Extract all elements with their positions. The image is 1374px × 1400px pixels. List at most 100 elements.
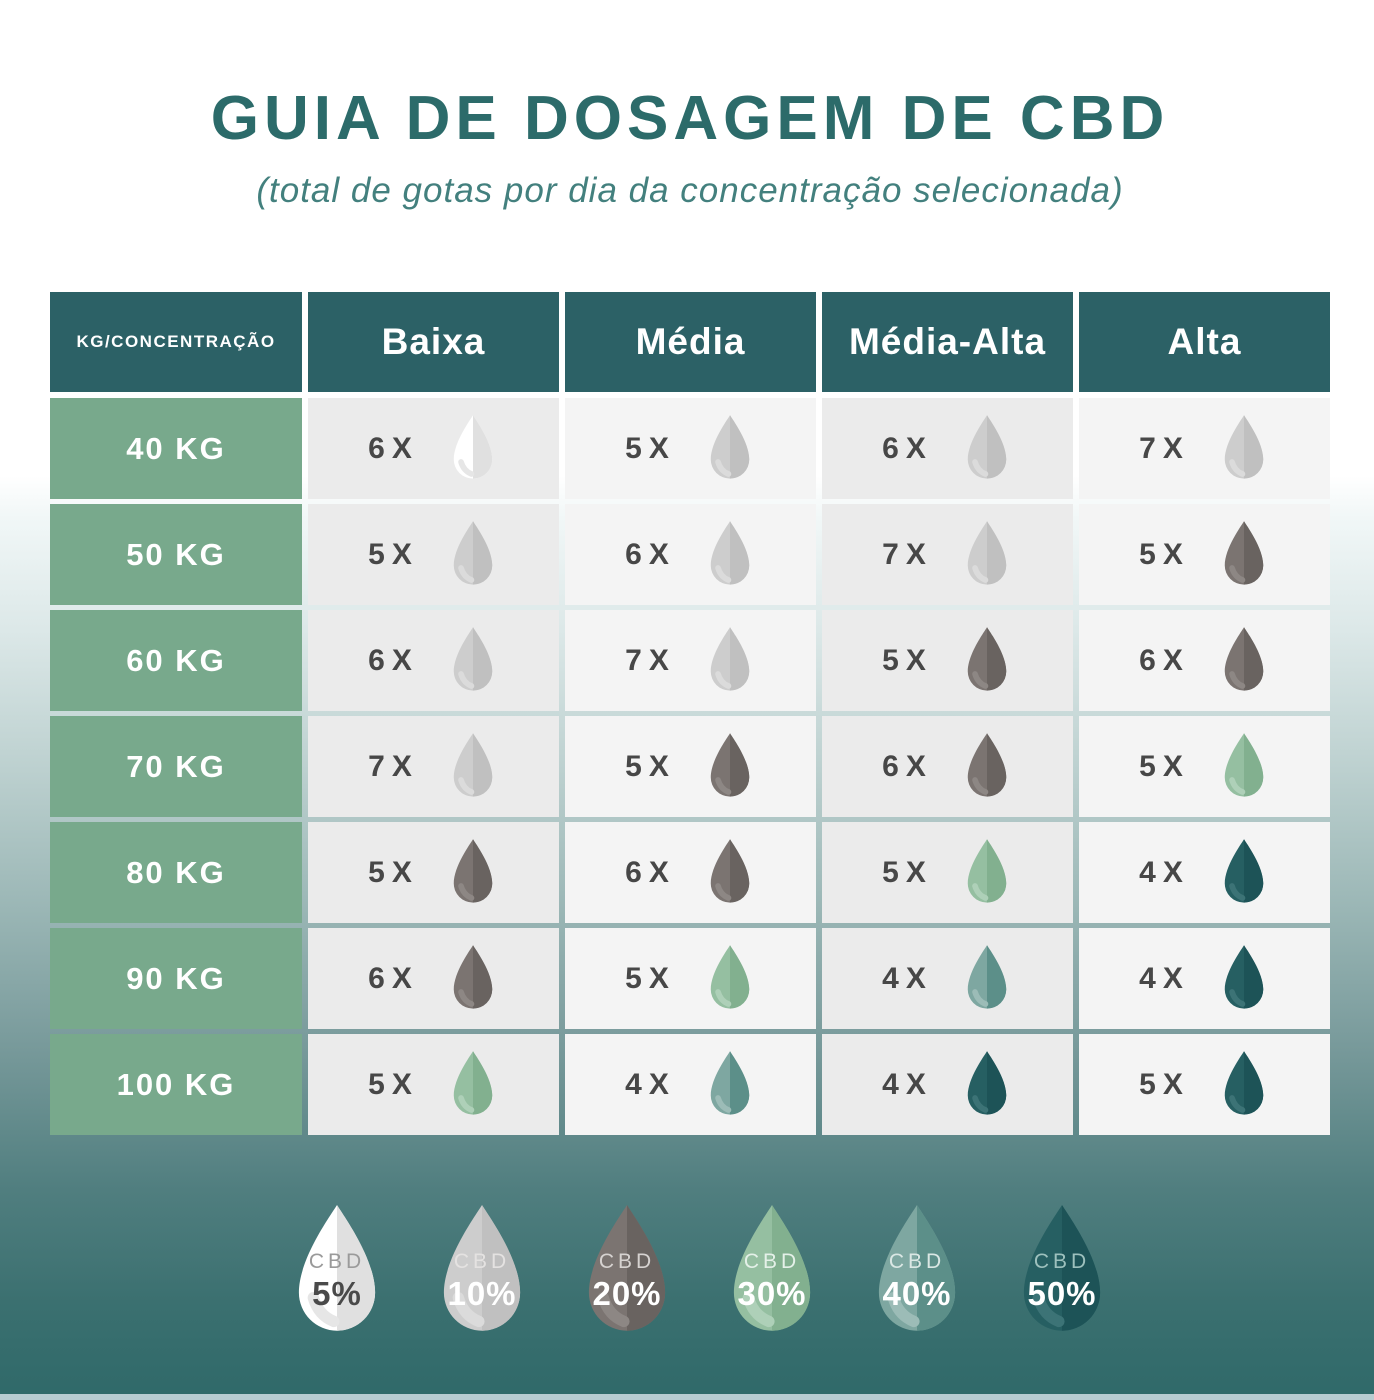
dose-count: 5X [625, 961, 676, 995]
dose-count: 5X [368, 537, 419, 571]
dose-count: 5X [1139, 749, 1190, 783]
legend-cbd-label: CBD [453, 1250, 511, 1273]
droplet-icon-cbd-50 [1224, 944, 1264, 1009]
dose-cell-80-kg-m-dia: 6X [565, 822, 816, 923]
droplet-icon-cbd-10 [1224, 414, 1264, 479]
dose-count: 6X [625, 855, 676, 889]
dose-cell-40-kg-alta: 7X [1079, 398, 1330, 499]
dose-cell-50-kg-m-dia: 6X [565, 504, 816, 605]
legend-item-cbd-10: CBD 10% [428, 1203, 536, 1341]
dose-cell-80-kg-m-dia-alta: 5X [822, 822, 1073, 923]
legend-percent-cbd-5: 5% [312, 1275, 362, 1312]
dose-count: 5X [625, 431, 676, 465]
dose-cell-100-kg-m-dia-alta: 4X [822, 1034, 1073, 1135]
legend-cbd-label: CBD [1033, 1250, 1091, 1273]
column-header-alta: Alta [1079, 292, 1330, 392]
dose-count: 7X [882, 537, 933, 571]
column-header-m-dia-alta: Média-Alta [822, 292, 1073, 392]
dose-count: 4X [1139, 855, 1190, 889]
dose-count: 6X [625, 537, 676, 571]
legend-cbd-label: CBD [743, 1250, 801, 1273]
droplet-icon-cbd-50 [1224, 1050, 1264, 1115]
dose-cell-60-kg-m-dia: 7X [565, 610, 816, 711]
dose-cell-90-kg-alta: 4X [1079, 928, 1330, 1029]
droplet-icon-cbd-50 [1224, 838, 1264, 903]
legend-percent-cbd-10: 10% [447, 1275, 517, 1312]
droplet-icon-cbd-10 [443, 1205, 521, 1331]
legend-cbd-label: CBD [308, 1250, 366, 1273]
dose-cell-60-kg-m-dia-alta: 5X [822, 610, 1073, 711]
droplet-icon-cbd-20 [710, 838, 750, 903]
dose-cell-40-kg-m-dia: 5X [565, 398, 816, 499]
droplet-icon-cbd-10 [710, 626, 750, 691]
dose-cell-80-kg-alta: 4X [1079, 822, 1330, 923]
legend-percent-cbd-30: 30% [737, 1275, 807, 1312]
droplet-icon-cbd-20 [967, 732, 1007, 797]
dose-cell-90-kg-m-dia-alta: 4X [822, 928, 1073, 1029]
droplet-icon-cbd-20 [1224, 520, 1264, 585]
dose-count: 5X [625, 749, 676, 783]
row-label-50-kg: 50 KG [50, 504, 302, 605]
column-header-baixa: Baixa [308, 292, 559, 392]
droplet-icon-cbd-10 [453, 626, 493, 691]
dose-count: 4X [625, 1067, 676, 1101]
dose-count: 5X [882, 643, 933, 677]
dose-count: 4X [882, 1067, 933, 1101]
dose-count: 7X [625, 643, 676, 677]
droplet-icon-cbd-30 [733, 1205, 811, 1331]
dose-cell-100-kg-baixa: 5X [308, 1034, 559, 1135]
row-label-90-kg: 90 KG [50, 928, 302, 1029]
droplet-icon-cbd-20 [453, 944, 493, 1009]
droplet-icon-cbd-20 [1224, 626, 1264, 691]
droplet-icon-cbd-50 [1023, 1205, 1101, 1331]
legend-cbd-label: CBD [598, 1250, 656, 1273]
droplet-icon-cbd-20 [453, 838, 493, 903]
droplet-icon-cbd-5 [453, 414, 493, 479]
dose-count: 7X [1139, 431, 1190, 465]
bottom-edge-strip [0, 1394, 1374, 1400]
droplet-icon-cbd-10 [967, 414, 1007, 479]
dose-count: 5X [1139, 1067, 1190, 1101]
dose-cell-50-kg-baixa: 5X [308, 504, 559, 605]
dose-cell-100-kg-m-dia: 4X [565, 1034, 816, 1135]
dose-count: 6X [368, 431, 419, 465]
dose-cell-90-kg-m-dia: 5X [565, 928, 816, 1029]
dose-cell-40-kg-m-dia-alta: 6X [822, 398, 1073, 499]
row-label-60-kg: 60 KG [50, 610, 302, 711]
legend-percent-cbd-20: 20% [592, 1275, 662, 1312]
droplet-icon-cbd-20 [710, 732, 750, 797]
dose-cell-70-kg-m-dia-alta: 6X [822, 716, 1073, 817]
droplet-icon-cbd-40 [967, 944, 1007, 1009]
droplet-icon-cbd-30 [967, 838, 1007, 903]
legend-item-cbd-40: CBD 40% [863, 1203, 971, 1341]
droplet-icon-cbd-40 [878, 1205, 956, 1331]
row-label-40-kg: 40 KG [50, 398, 302, 499]
row-label-100-kg: 100 KG [50, 1034, 302, 1135]
column-header-m-dia: Média [565, 292, 816, 392]
legend-item-cbd-20: CBD 20% [573, 1203, 681, 1341]
row-label-70-kg: 70 KG [50, 716, 302, 817]
droplet-icon-cbd-10 [453, 732, 493, 797]
droplet-icon-cbd-5 [298, 1205, 376, 1331]
dose-cell-70-kg-alta: 5X [1079, 716, 1330, 817]
dose-cell-100-kg-alta: 5X [1079, 1034, 1330, 1135]
dose-cell-70-kg-baixa: 7X [308, 716, 559, 817]
dose-count: 5X [368, 855, 419, 889]
dose-count: 5X [1139, 537, 1190, 571]
dose-count: 6X [882, 431, 933, 465]
legend-percent-cbd-40: 40% [882, 1275, 952, 1312]
droplet-icon-cbd-50 [967, 1050, 1007, 1115]
legend-cbd-label: CBD [888, 1250, 946, 1273]
dose-count: 5X [368, 1067, 419, 1101]
row-label-80-kg: 80 KG [50, 822, 302, 923]
dosage-table: KG/CONCENTRAÇÃO Baixa Média Média-Alta Alta… [50, 292, 1330, 1135]
page-title: GUIA DE DOSAGEM DE CBD [210, 84, 1170, 153]
droplet-icon-cbd-30 [1224, 732, 1264, 797]
dose-count: 6X [368, 961, 419, 995]
dose-count: 4X [882, 961, 933, 995]
dose-count: 4X [1139, 961, 1190, 995]
dose-count: 6X [368, 643, 419, 677]
dose-count: 6X [882, 749, 933, 783]
droplet-icon-cbd-10 [710, 414, 750, 479]
droplet-icon-cbd-10 [967, 520, 1007, 585]
